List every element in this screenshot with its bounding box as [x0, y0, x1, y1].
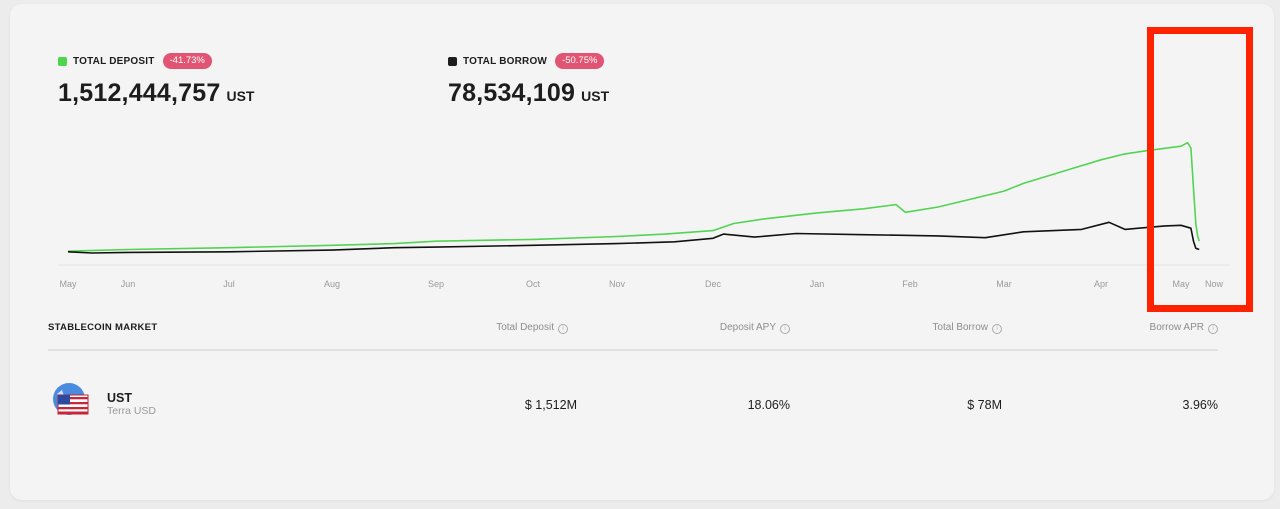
borrow-legend-swatch: [448, 56, 457, 66]
deposit-series-line: [67, 141, 1200, 252]
x-tick-label: Jul: [223, 279, 235, 289]
info-icon[interactable]: i: [558, 324, 568, 334]
col-total-deposit-header[interactable]: Total Deposit i: [496, 322, 568, 334]
total-deposit-label: TOTAL DEPOSIT: [73, 55, 155, 67]
total-borrow-label: TOTAL BORROW: [463, 55, 548, 67]
total-borrow-unit: UST: [581, 88, 610, 104]
token-symbol: UST: [107, 391, 132, 405]
x-tick-label: Sep: [428, 279, 444, 289]
x-tick-label: Aug: [324, 279, 340, 289]
total-deposit-cell: $ 1,512M: [524, 398, 577, 412]
x-tick-layer: May Jun Jul Aug Sep Oct Nov Dec Jan Feb Mar Apr May N…: [59, 279, 1223, 289]
total-deposit-unit: UST: [226, 88, 255, 104]
market-header-row: STABLECOIN MARKET Total Deposit i Deposit…: [48, 322, 1218, 342]
col-total-borrow-label: Total Borrow: [932, 322, 988, 333]
table-divider: [48, 349, 1218, 351]
total-deposit-stat: TOTAL DEPOSIT -41.73% 1,512,444,757 UST: [58, 52, 254, 108]
x-tick-label: Jun: [121, 279, 136, 289]
info-icon[interactable]: i: [992, 324, 1002, 334]
x-tick-label: May: [59, 279, 77, 289]
col-borrow-apr-label: Borrow APR: [1149, 322, 1204, 333]
col-borrow-apr-header[interactable]: Borrow APR i: [1150, 322, 1218, 334]
x-tick-label: Dec: [705, 279, 722, 289]
col-deposit-apy-label: Deposit APY: [719, 322, 776, 333]
market-title: STABLECOIN MARKET: [48, 322, 158, 333]
token-name: Terra USD: [107, 405, 157, 417]
col-total-borrow-header[interactable]: Total Borrow i: [932, 322, 1002, 334]
x-tick-label: Apr: [1094, 279, 1108, 289]
x-tick-label: Oct: [526, 279, 541, 289]
total-deposit-value: 1,512,444,757: [58, 79, 221, 107]
borrow-series-line: [67, 221, 1200, 254]
col-total-deposit-label: Total Deposit: [496, 322, 554, 333]
info-icon[interactable]: i: [1208, 324, 1218, 334]
x-tick-label: May: [1172, 279, 1190, 289]
borrow-change-badge: -50.75%: [555, 53, 605, 69]
total-borrow-stat: TOTAL BORROW -50.75% 78,534,109 UST: [448, 52, 609, 108]
highlight-annotation-box: [1147, 27, 1253, 312]
series-layer: [67, 141, 1200, 254]
x-tick-label: Jan: [810, 279, 825, 289]
deposit-legend-swatch: [58, 56, 67, 66]
x-tick-label: Now: [1205, 279, 1224, 289]
col-deposit-apy-header[interactable]: Deposit APY i: [720, 322, 790, 334]
x-tick-label: Feb: [902, 279, 918, 289]
total-borrow-value: 78,534,109: [448, 79, 576, 107]
borrow-apr-cell: 3.96%: [1182, 398, 1218, 412]
ust-token-icon: [53, 383, 89, 415]
table-row[interactable]: UST Terra USD $ 1,512M 18.06% $ 78M 3.96…: [48, 380, 1218, 430]
deposit-apy-cell: 18.06%: [747, 398, 790, 412]
x-tick-label: Nov: [609, 279, 626, 289]
total-borrow-cell: $ 78M: [967, 398, 1002, 412]
deposit-change-badge: -41.73%: [162, 53, 212, 69]
x-tick-label: Mar: [996, 279, 1012, 289]
info-icon[interactable]: i: [780, 324, 790, 334]
